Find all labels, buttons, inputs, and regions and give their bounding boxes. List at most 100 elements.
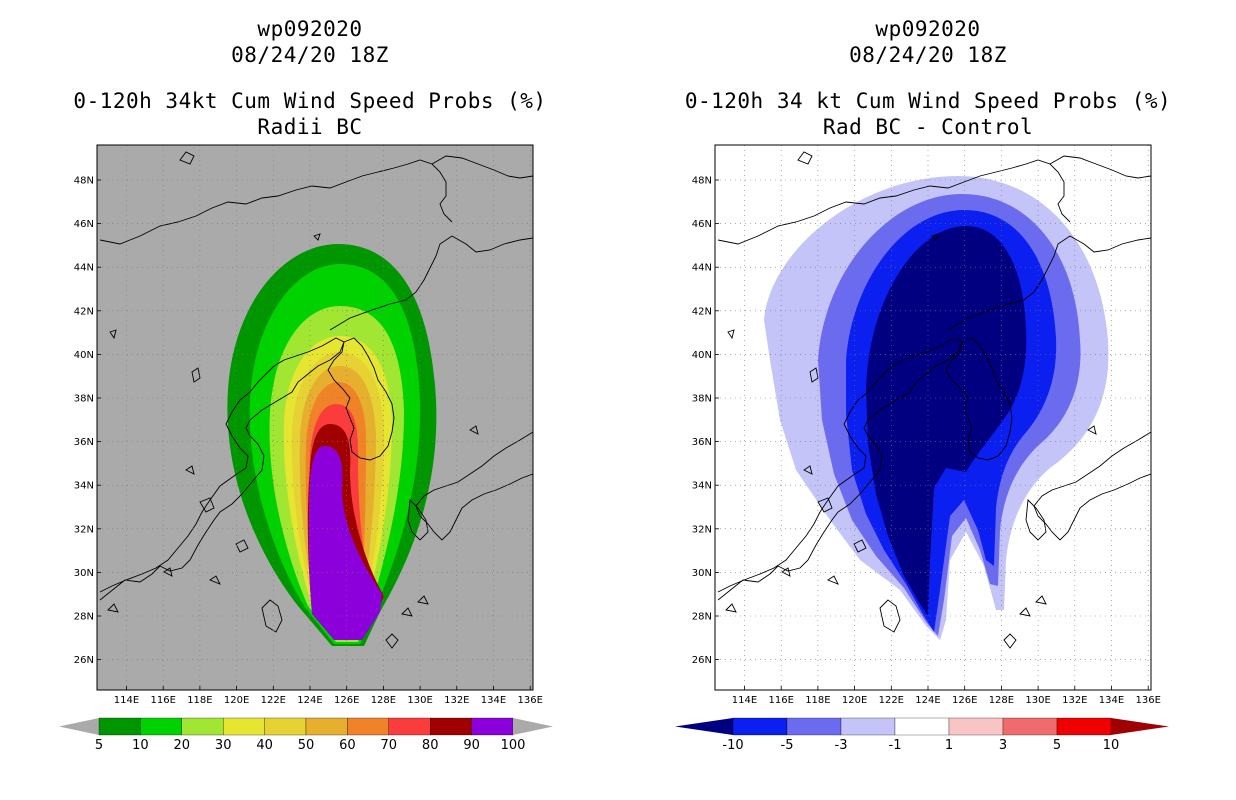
lon-tick-label: 128E — [371, 695, 396, 706]
colorbar-label: 30 — [215, 738, 232, 753]
lon-tick-label: 126E — [952, 695, 977, 706]
colorbar-high-arrow — [513, 718, 553, 735]
lon-tick-label: 128E — [989, 695, 1014, 706]
colorbar-label: 3 — [999, 738, 1007, 753]
lat-tick-label: 38N — [692, 394, 712, 405]
lat-tick-label: 48N — [692, 176, 712, 187]
left-storm-id: wp092020 — [257, 17, 363, 41]
colorbar-swatch — [1002, 717, 1058, 736]
lon-tick-label: 130E — [1025, 695, 1050, 706]
prob-contour-100 — [312, 462, 378, 632]
colorbar-swatch — [840, 717, 896, 736]
colorbar-swatch — [948, 717, 1004, 736]
lat-tick-label: 40N — [692, 350, 712, 361]
colorbar-swatch — [430, 717, 472, 736]
lat-tick-label: 42N — [74, 306, 94, 317]
lat-tick-label: 44N — [74, 263, 94, 274]
lat-tick-label: 26N — [74, 655, 94, 666]
lat-tick-label: 26N — [692, 655, 712, 666]
lon-tick-label: 118E — [805, 695, 830, 706]
right-datetime: 08/24/20 18Z — [849, 43, 1007, 67]
lat-tick-label: 42N — [692, 306, 712, 317]
lon-tick-label: 114E — [114, 695, 139, 706]
colorbar-swatch — [223, 717, 265, 736]
colorbar-label: 10 — [1103, 738, 1120, 753]
lat-tick-label: 28N — [74, 612, 94, 623]
lon-tick-label: 116E — [768, 695, 793, 706]
lon-tick-label: 132E — [1062, 695, 1087, 706]
colorbar-swatch — [140, 717, 182, 736]
lon-tick-label: 134E — [1099, 695, 1124, 706]
right-map-panel: 114E 116E 118E 120E 122E 124E 126E 128E 130E 132E… — [692, 144, 1161, 707]
lon-tick-label: 124E — [915, 695, 940, 706]
colorbar-label: 40 — [256, 738, 273, 753]
left-colorbar: 5 10 20 30 40 50 60 70 80 90 100 — [59, 717, 553, 753]
lat-tick-label: 28N — [692, 612, 712, 623]
colorbar-label: -10 — [722, 738, 743, 753]
colorbar-swatch — [388, 717, 431, 736]
colorbar-label: -5 — [781, 738, 794, 753]
right-map-frame — [714, 144, 1152, 691]
lat-tick-label: 36N — [692, 437, 712, 448]
colorbar-swatch — [305, 717, 348, 736]
colorbar-label: 5 — [95, 738, 103, 753]
colorbar-swatch — [732, 717, 788, 736]
lon-tick-label: 120E — [842, 695, 867, 706]
lon-tick-label: 122E — [261, 695, 286, 706]
colorbar-swatch — [1056, 717, 1112, 736]
right-plot-title: 0-120h 34 kt Cum Wind Speed Probs (%) — [684, 89, 1172, 113]
colorbar-swatch — [98, 717, 141, 736]
colorbar-label: 10 — [132, 738, 149, 753]
right-axis-ticks: 114E 116E 118E 120E 122E 124E 126E 128E 130E 132E… — [692, 176, 1161, 707]
lat-tick-label: 32N — [692, 524, 712, 535]
colorbar-swatch — [264, 717, 307, 736]
colorbar-swatch — [181, 717, 224, 736]
colorbar-swatch — [471, 717, 514, 736]
lon-tick-label: 122E — [879, 695, 904, 706]
lon-tick-label: 136E — [517, 695, 542, 706]
lon-tick-label: 132E — [444, 695, 469, 706]
colorbar-label: 90 — [463, 738, 480, 753]
lat-tick-label: 34N — [692, 481, 712, 492]
right-difference-field — [715, 145, 1151, 690]
lat-tick-label: 46N — [74, 219, 94, 230]
lon-tick-label: 124E — [297, 695, 322, 706]
lat-tick-label: 30N — [692, 568, 712, 579]
left-axis-ticks: 114E 116E 118E 120E 122E 124E 126E 128E 130E 132E… — [74, 176, 543, 707]
lat-tick-label: 36N — [74, 437, 94, 448]
colorbar-label: 80 — [422, 738, 439, 753]
lat-tick-label: 40N — [74, 350, 94, 361]
colorbar-swatch — [347, 717, 389, 736]
lat-tick-label: 44N — [692, 263, 712, 274]
lat-tick-label: 48N — [74, 176, 94, 187]
lat-tick-label: 38N — [74, 394, 94, 405]
colorbar-label: 20 — [174, 738, 191, 753]
lon-tick-label: 130E — [407, 695, 432, 706]
colorbar-label: 60 — [339, 738, 356, 753]
right-storm-id: wp092020 — [875, 17, 981, 41]
colorbar-label: 70 — [381, 738, 398, 753]
colorbar-low-arrow — [59, 718, 99, 735]
left-grid — [97, 145, 533, 690]
colorbar-low-arrow — [675, 718, 733, 735]
colorbar-high-arrow — [1111, 718, 1169, 735]
lon-tick-label: 126E — [334, 695, 359, 706]
lon-tick-label: 120E — [224, 695, 249, 706]
colorbar-label: 1 — [945, 738, 953, 753]
lon-tick-label: 114E — [732, 695, 757, 706]
colorbar-label: -1 — [889, 738, 902, 753]
colorbar-label: 5 — [1053, 738, 1061, 753]
right-grid — [715, 145, 1151, 690]
left-probability-swath — [97, 145, 533, 690]
colorbar-label: 100 — [501, 738, 526, 753]
colorbar-swatch — [894, 717, 950, 736]
diff-contour-minus-10 — [866, 226, 1027, 616]
lon-tick-label: 136E — [1135, 695, 1160, 706]
lat-tick-label: 46N — [692, 219, 712, 230]
right-panel-title-block: wp092020 08/24/20 18Z 0-120h 34 kt Cum W… — [648, 16, 1208, 140]
left-map-frame — [96, 144, 534, 691]
left-map-panel: 114E 116E 118E 120E 122E 124E 126E 128E 130E 132E… — [74, 144, 543, 707]
lon-tick-label: 118E — [187, 695, 212, 706]
right-colorbar: -10 -5 -3 -1 1 3 5 10 — [675, 717, 1169, 753]
